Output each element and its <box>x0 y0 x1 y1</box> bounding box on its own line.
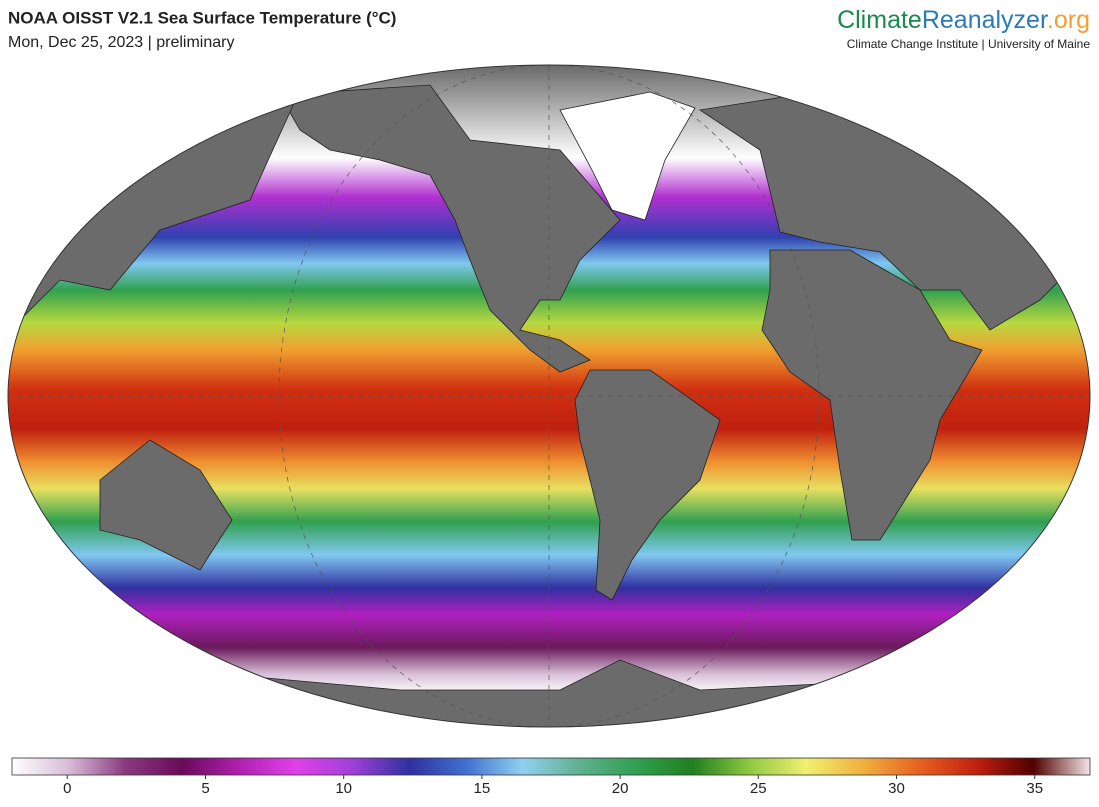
colorbar-tick-label: 15 <box>474 780 491 797</box>
brand-part: Reanalyzer <box>922 6 1048 34</box>
south-america <box>574 369 721 601</box>
north-america <box>279 84 621 373</box>
globe-outline <box>7 64 1091 728</box>
africa <box>761 249 983 541</box>
colorbar-tick-label: 5 <box>201 780 209 797</box>
colorbar: 0 5 10 15 20 25 30 35 <box>11 757 1091 797</box>
subtitle: Mon, Dec 25, 2023 | preliminary <box>8 34 234 51</box>
greenland <box>559 91 696 221</box>
brand: ClimateReanalyzer.org <box>837 6 1090 34</box>
colorbar-tick-label: 30 <box>888 780 905 797</box>
colorbar-tick-label: 35 <box>1026 780 1043 797</box>
colorbar-tick-label: 10 <box>335 780 352 797</box>
meridian <box>278 65 820 727</box>
australia <box>99 439 233 571</box>
colorbar-tick-label: 20 <box>612 780 629 797</box>
brand-part: Climate <box>837 6 922 34</box>
title: NOAA OISST V2.1 Sea Surface Temperature … <box>8 8 396 27</box>
globe <box>8 65 1090 727</box>
colorbar-tick-label: 25 <box>750 780 767 797</box>
graticule <box>8 65 1090 727</box>
tagline: Climate Change Institute | University of… <box>847 37 1091 51</box>
brand-part: .org <box>1047 6 1090 34</box>
colorbar-bar <box>11 757 1091 776</box>
colorbar-tick-label: 0 <box>63 780 71 797</box>
